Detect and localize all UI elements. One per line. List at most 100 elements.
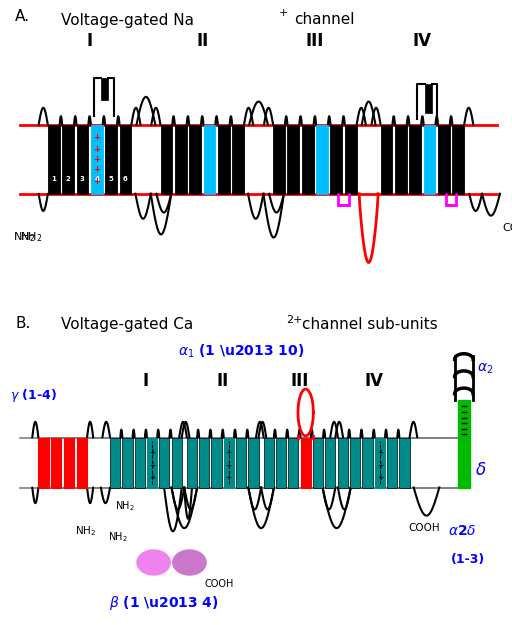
Bar: [331, 125, 342, 194]
Bar: [105, 125, 117, 194]
Bar: [438, 125, 450, 194]
Text: 2+: 2+: [286, 315, 302, 325]
Bar: [187, 438, 197, 488]
Text: channel: channel: [294, 12, 355, 28]
Text: NH$_2$: NH$_2$: [75, 524, 96, 538]
Text: $\gamma$ (1-4): $\gamma$ (1-4): [10, 387, 57, 404]
Bar: [399, 438, 410, 488]
Bar: [189, 125, 201, 194]
Bar: [101, 78, 108, 100]
Bar: [159, 438, 169, 488]
Bar: [313, 438, 323, 488]
Text: $\delta$: $\delta$: [475, 461, 486, 479]
Bar: [345, 125, 356, 194]
Text: +: +: [226, 461, 232, 469]
Text: $\alpha_1$ (1 \u2013 10): $\alpha_1$ (1 \u2013 10): [178, 343, 304, 360]
Text: IV: IV: [364, 372, 383, 390]
Ellipse shape: [173, 550, 206, 575]
Text: $\alpha_2$: $\alpha_2$: [477, 361, 494, 376]
Bar: [316, 125, 328, 194]
Bar: [218, 125, 229, 194]
Bar: [64, 438, 74, 488]
Ellipse shape: [137, 550, 170, 575]
Bar: [248, 438, 259, 488]
Bar: [362, 438, 373, 488]
Text: 2: 2: [66, 176, 71, 182]
Text: NH$_2$: NH$_2$: [13, 231, 35, 244]
Bar: [458, 400, 470, 437]
Bar: [122, 438, 133, 488]
Bar: [425, 84, 432, 112]
Bar: [172, 438, 182, 488]
Bar: [453, 125, 464, 194]
Bar: [380, 125, 392, 194]
Bar: [236, 438, 246, 488]
Text: NH$_2$: NH$_2$: [108, 531, 127, 544]
Text: +: +: [149, 461, 155, 469]
Text: COOH: COOH: [205, 579, 234, 589]
Text: 3: 3: [80, 176, 85, 182]
Text: channel sub-units: channel sub-units: [302, 317, 438, 332]
Text: A.: A.: [15, 9, 30, 24]
Bar: [458, 438, 470, 488]
Bar: [91, 125, 102, 194]
Bar: [62, 125, 74, 194]
Text: +: +: [377, 461, 383, 469]
Text: +: +: [377, 473, 383, 482]
Text: $\alpha$2$\delta$: $\alpha$2$\delta$: [448, 524, 477, 538]
Text: +: +: [93, 155, 100, 164]
Bar: [119, 125, 131, 194]
Bar: [110, 438, 120, 488]
Bar: [375, 438, 385, 488]
Text: +: +: [149, 473, 155, 482]
Bar: [204, 125, 216, 194]
Bar: [288, 125, 299, 194]
Bar: [350, 438, 360, 488]
Bar: [276, 438, 286, 488]
Bar: [232, 125, 244, 194]
Bar: [175, 125, 187, 194]
Bar: [338, 438, 348, 488]
Text: +: +: [279, 8, 288, 18]
Bar: [288, 438, 298, 488]
Bar: [325, 438, 335, 488]
Text: Voltage-gated Ca: Voltage-gated Ca: [61, 317, 194, 332]
Bar: [211, 438, 222, 488]
Text: +: +: [93, 133, 100, 142]
Text: 6: 6: [123, 176, 128, 182]
Text: II: II: [217, 372, 229, 390]
Bar: [38, 438, 49, 488]
Bar: [224, 438, 234, 488]
Bar: [135, 438, 145, 488]
Bar: [199, 438, 209, 488]
Text: I: I: [87, 32, 93, 49]
Text: 1: 1: [51, 176, 56, 182]
Text: NH$_2$: NH$_2$: [20, 231, 43, 244]
Text: +: +: [93, 165, 100, 174]
Bar: [51, 438, 61, 488]
Text: +: +: [93, 177, 100, 186]
Text: II: II: [196, 32, 208, 49]
Text: COOH: COOH: [503, 223, 512, 233]
Bar: [77, 438, 87, 488]
Text: I: I: [143, 372, 149, 390]
Text: +: +: [377, 448, 383, 457]
Text: (1-3): (1-3): [451, 553, 485, 566]
Bar: [147, 438, 157, 488]
Bar: [77, 125, 88, 194]
Bar: [395, 125, 407, 194]
Bar: [301, 438, 311, 488]
Bar: [264, 438, 274, 488]
Text: III: III: [290, 372, 309, 390]
Bar: [48, 125, 59, 194]
Text: COOH: COOH: [408, 523, 440, 533]
Text: $\beta$ (1 \u2013 4): $\beta$ (1 \u2013 4): [109, 594, 219, 612]
Text: 4: 4: [94, 176, 99, 182]
Text: III: III: [306, 32, 324, 49]
Text: +: +: [226, 448, 232, 457]
Text: B.: B.: [15, 316, 31, 331]
Bar: [423, 125, 435, 194]
Text: NH$_2$: NH$_2$: [115, 499, 135, 513]
Bar: [410, 125, 421, 194]
Bar: [302, 125, 313, 194]
